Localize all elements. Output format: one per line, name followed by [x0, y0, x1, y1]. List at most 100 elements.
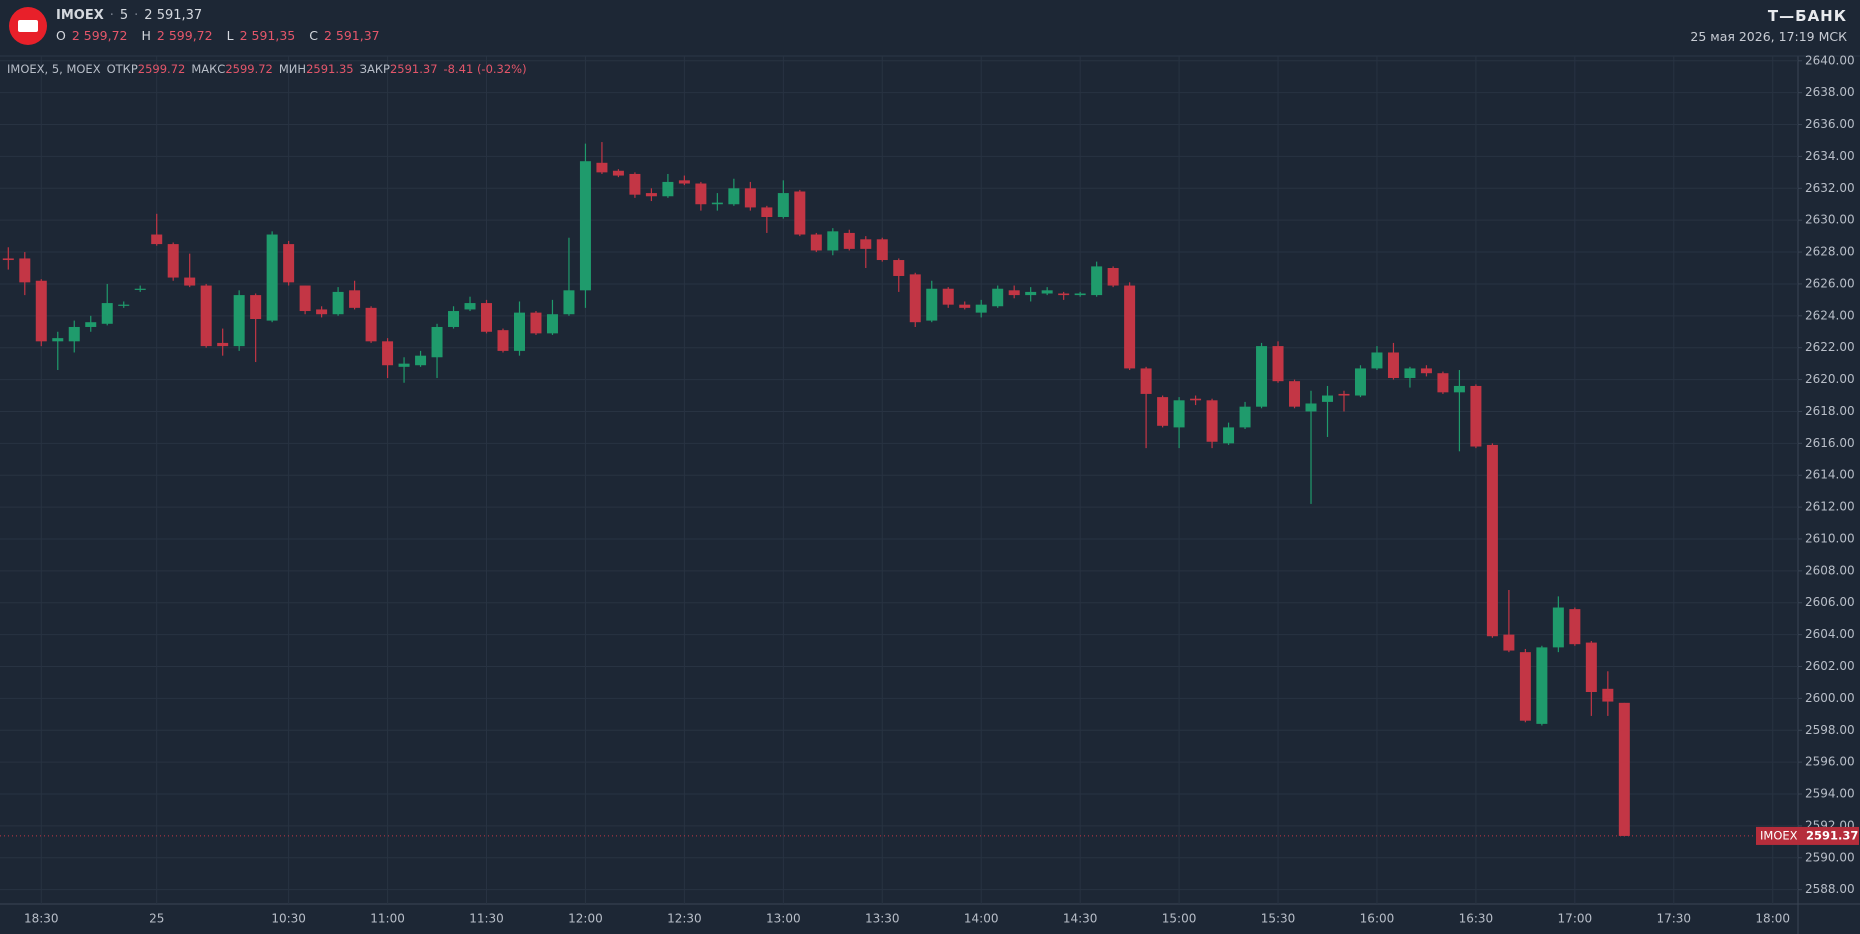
- candle-body: [942, 288, 954, 305]
- candle-body: [167, 244, 179, 278]
- candle-body: [464, 303, 476, 310]
- candle-body: [992, 288, 1004, 307]
- candle-body: [1190, 398, 1202, 401]
- candle-body: [876, 239, 888, 261]
- x-tick-label: 25: [149, 912, 164, 926]
- candle-body: [151, 234, 163, 245]
- candle-body: [1519, 652, 1531, 721]
- price-tag-symbol: IMOEX: [1760, 828, 1798, 842]
- candle-body: [761, 207, 773, 217]
- y-tick-label: 2622.00: [1805, 340, 1855, 354]
- candle-body: [860, 239, 872, 249]
- h-value: 2 599,72: [156, 28, 213, 43]
- y-tick-label: 2632.00: [1805, 181, 1855, 195]
- o-label: O: [56, 28, 66, 43]
- y-tick-label: 2614.00: [1805, 468, 1855, 482]
- candle-body: [1470, 385, 1482, 447]
- low-label: МИН: [278, 62, 307, 76]
- candle-body: [728, 188, 740, 205]
- candle-body: [926, 288, 938, 321]
- x-tick-label: 15:30: [1261, 912, 1296, 926]
- y-tick-label: 2590.00: [1805, 850, 1855, 864]
- candle-body: [579, 161, 591, 291]
- y-tick-label: 2600.00: [1805, 691, 1855, 705]
- legend-line: IMOEX, 5, MOEX ОТКР 2599.72 МАКС 2599.72…: [7, 62, 527, 76]
- y-tick-label: 2628.00: [1805, 245, 1855, 259]
- candle-body: [1552, 607, 1564, 648]
- x-tick-label: 12:00: [568, 912, 603, 926]
- candle-body: [134, 288, 146, 290]
- candle-body: [744, 188, 756, 208]
- x-tick-label: 11:30: [469, 912, 504, 926]
- x-tick-label: 12:30: [667, 912, 702, 926]
- l-label: L: [226, 28, 234, 43]
- candle-body: [645, 193, 657, 197]
- candle-body: [513, 312, 525, 351]
- candle-body: [349, 290, 361, 308]
- x-tick-label: 13:30: [865, 912, 900, 926]
- candle-body: [35, 280, 47, 342]
- candle-body: [250, 295, 262, 320]
- y-tick-label: 2638.00: [1805, 85, 1855, 99]
- y-tick-label: 2608.00: [1805, 563, 1855, 577]
- candle-body: [1289, 381, 1301, 407]
- sep: ·: [134, 8, 139, 23]
- y-tick-label: 2602.00: [1805, 659, 1855, 673]
- header-row-2: O 2 599,72 H 2 599,72 L 2 591,35 C 2 591…: [56, 28, 380, 43]
- low-value: 2591.35: [306, 62, 354, 76]
- candle-body: [794, 191, 806, 235]
- candle-body: [118, 304, 130, 306]
- candle-body: [1486, 444, 1498, 637]
- y-tick-label: 2604.00: [1805, 627, 1855, 641]
- x-tick-label: 10:30: [271, 912, 306, 926]
- x-tick-label: 18:30: [24, 912, 59, 926]
- candle-body: [85, 322, 97, 327]
- open-value: 2599.72: [137, 62, 186, 76]
- candle-body: [1569, 609, 1581, 645]
- close-label: ЗАКР: [359, 62, 390, 76]
- close-value: 2591.37: [389, 62, 438, 76]
- x-tick-label: 13:00: [766, 912, 801, 926]
- candle-body: [1157, 397, 1169, 426]
- sep: ·: [109, 8, 114, 23]
- candle-body: [909, 274, 921, 323]
- candle-body: [283, 244, 295, 283]
- candle-body: [332, 291, 344, 315]
- y-tick-label: 2634.00: [1805, 149, 1855, 163]
- price: 2 591,37: [144, 8, 203, 23]
- candle-body: [546, 314, 558, 334]
- candle-body: [200, 285, 212, 347]
- candle-body: [1602, 688, 1614, 702]
- o-value: 2 599,72: [71, 28, 128, 43]
- candle-body: [415, 355, 427, 366]
- candle-body: [678, 180, 690, 184]
- candle-body: [1503, 634, 1515, 651]
- y-tick-label: 2610.00: [1805, 531, 1855, 545]
- x-tick-label: 17:30: [1656, 912, 1691, 926]
- candle-body: [629, 173, 641, 195]
- candle-body: [1239, 406, 1251, 428]
- candle-body: [1256, 346, 1268, 407]
- candle-body: [563, 290, 575, 315]
- x-tick-label: 16:30: [1459, 912, 1494, 926]
- y-tick-label: 2640.00: [1805, 53, 1855, 67]
- candle-body: [266, 234, 278, 321]
- y-tick-label: 2616.00: [1805, 436, 1855, 450]
- candle-body: [1008, 290, 1020, 296]
- candle-body: [1420, 368, 1432, 374]
- x-tick-label: 18:00: [1755, 912, 1790, 926]
- change: -8.41 (-0.32%): [443, 62, 527, 76]
- brand: Т—БАНК: [1767, 7, 1847, 25]
- candle-body: [711, 202, 723, 205]
- candle-body: [1074, 293, 1086, 296]
- symbol: IMOEX: [56, 8, 104, 23]
- candle-body: [1041, 290, 1053, 294]
- candle-body: [497, 330, 509, 351]
- y-tick-label: 2606.00: [1805, 595, 1855, 609]
- y-tick-label: 2636.00: [1805, 117, 1855, 131]
- price-tag-value: 2591.37: [1806, 828, 1858, 842]
- candle-body: [1206, 400, 1218, 442]
- candle-body: [1058, 293, 1070, 296]
